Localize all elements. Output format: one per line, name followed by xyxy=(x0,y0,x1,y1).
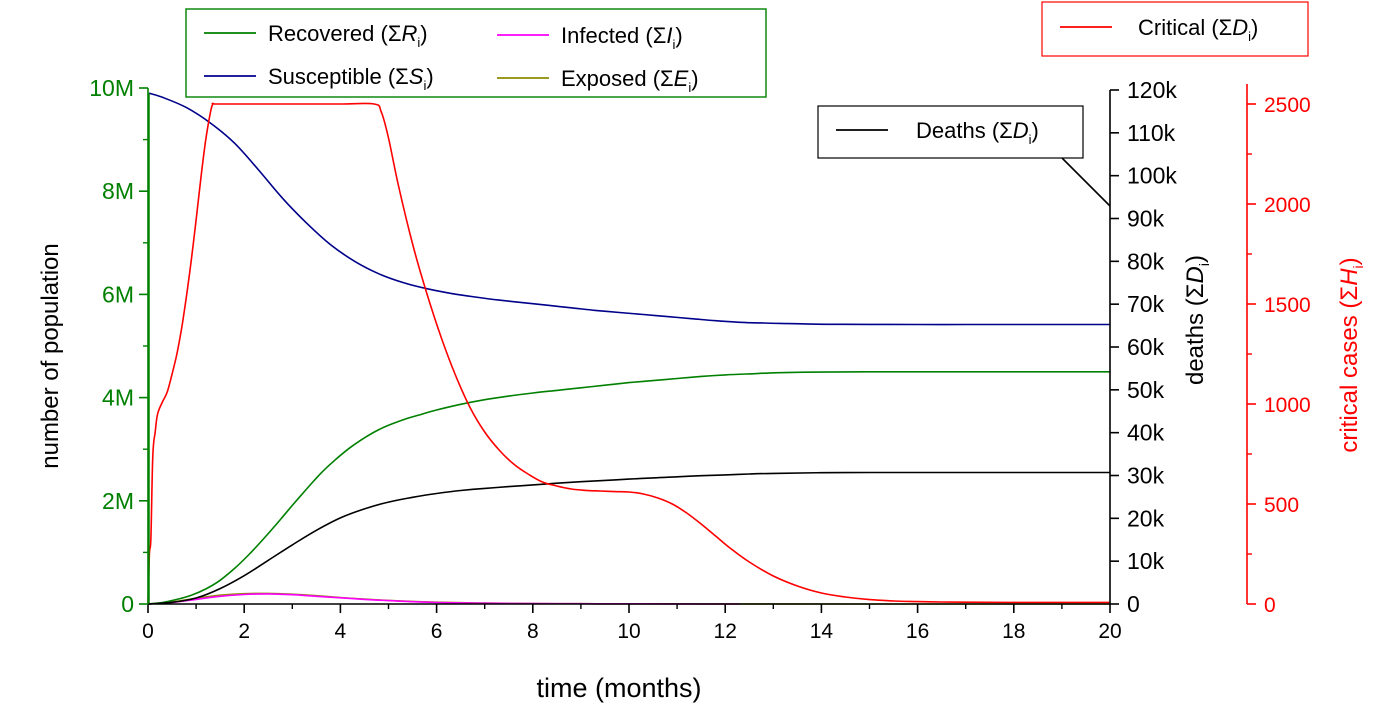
left-axis-title: number of population xyxy=(37,243,64,469)
deaths-tick-label: 30k xyxy=(1127,463,1165,489)
x-tick-label: 4 xyxy=(335,620,347,643)
deaths-tick-label: 20k xyxy=(1127,505,1165,531)
legends-layer: Recovered (ΣRi) Infected (ΣIi) Susceptible… xyxy=(185,1,1309,207)
critical-tick-label: 2500 xyxy=(1264,94,1311,117)
x-tick-label: 12 xyxy=(714,620,737,643)
x-tick-label: 0 xyxy=(142,620,154,643)
deaths-tick-label: 60k xyxy=(1127,334,1165,360)
left-tick-label: 4M xyxy=(102,385,134,411)
x-tick-label: 20 xyxy=(1098,620,1121,643)
critical-axis-title: critical cases (ΣHi) xyxy=(1336,257,1366,452)
deaths-tick-label: 40k xyxy=(1127,420,1165,446)
deaths-tick-label: 80k xyxy=(1127,248,1165,274)
legend-critical-box xyxy=(1041,1,1309,57)
series-line-infected xyxy=(147,593,740,605)
series-line-susceptible xyxy=(148,92,1110,326)
deaths-axis-title: deaths (ΣDi) xyxy=(1182,255,1212,385)
axes-layer: 0 2 4 6 8 10 12 14 16 18 20 time (months) 0 2M 4M 6M 8M 1… xyxy=(37,75,1366,703)
deaths-tick-label: 70k xyxy=(1127,291,1165,317)
legend-label-critical: Critical (ΣDi) xyxy=(1138,15,1258,44)
x-tick-label: 14 xyxy=(810,620,834,643)
legend-deaths-pointer xyxy=(1061,157,1111,207)
left-tick-label: 6M xyxy=(102,281,134,307)
deaths-tick-label: 100k xyxy=(1127,163,1177,189)
deaths-tick-label: 0 xyxy=(1127,591,1140,617)
legend-label-recovered: Recovered (ΣRi) xyxy=(268,21,428,50)
legend-critical: Critical (ΣDi) xyxy=(1041,1,1309,57)
x-tick-label: 16 xyxy=(906,620,929,643)
legend-deaths: Deaths (ΣDi) xyxy=(817,105,1111,207)
left-tick-label: 10M xyxy=(89,75,134,101)
legend-deaths-box xyxy=(817,105,1084,159)
left-tick-label: 2M xyxy=(102,488,134,514)
series-line-recovered xyxy=(147,370,1110,605)
critical-tick-label: 1500 xyxy=(1264,294,1311,317)
deaths-tick-label: 120k xyxy=(1127,77,1177,103)
critical-tick-label: 500 xyxy=(1264,494,1299,517)
x-tick-label: 10 xyxy=(617,620,640,643)
series-line-deaths xyxy=(147,471,1110,605)
left-tick-label: 0 xyxy=(121,591,134,617)
x-tick-label: 2 xyxy=(238,620,250,643)
deaths-tick-label: 110k xyxy=(1127,120,1176,146)
legend-label-susceptible: Susceptible (ΣSi) xyxy=(268,64,434,93)
legend-label-infected: Infected (ΣIi) xyxy=(561,23,683,52)
deaths-tick-label: 10k xyxy=(1127,548,1165,574)
x-axis-title: time (months) xyxy=(536,673,701,703)
legend-label-deaths: Deaths (ΣDi) xyxy=(916,118,1039,147)
legend-label-exposed: Exposed (ΣEi) xyxy=(561,66,699,95)
deaths-tick-label: 50k xyxy=(1127,377,1165,403)
x-tick-label: 8 xyxy=(527,620,539,643)
legend-main-box xyxy=(185,8,767,98)
x-tick-label: 6 xyxy=(431,620,443,643)
x-tick-label: 18 xyxy=(1002,620,1025,643)
left-tick-label: 8M xyxy=(102,178,134,204)
critical-tick-label: 2000 xyxy=(1264,194,1311,217)
deaths-tick-label: 90k xyxy=(1127,206,1165,232)
series-layer xyxy=(147,92,1110,605)
critical-tick-label: 1000 xyxy=(1264,394,1311,417)
legend-main: Recovered (ΣRi) Infected (ΣIi) Susceptible… xyxy=(185,8,767,98)
series-line-critical xyxy=(147,102,1110,605)
critical-tick-label: 0 xyxy=(1264,594,1276,617)
